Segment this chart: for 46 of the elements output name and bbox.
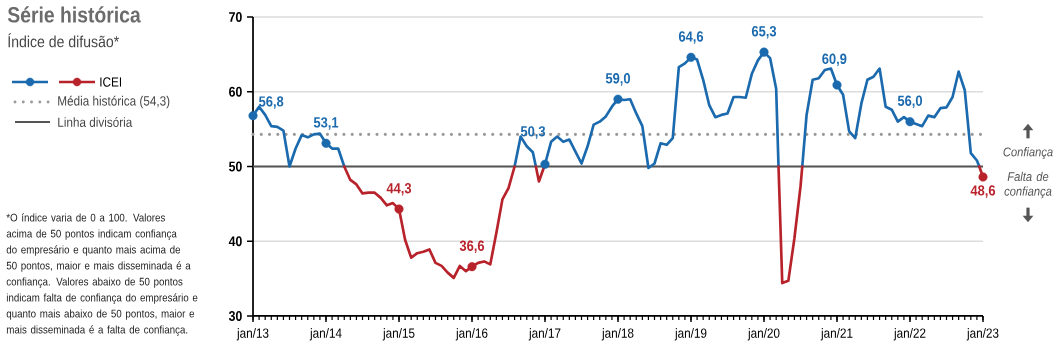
data-label: 44,3 [386, 183, 412, 196]
y-tick-label: 70 [229, 12, 242, 22]
point [540, 159, 550, 169]
x-tick-label: jan/16 [455, 328, 488, 341]
point [978, 172, 988, 182]
y-tick-label: 30 [228, 311, 242, 321]
point [321, 138, 331, 148]
y-tick-label: 40 [228, 236, 242, 247]
point [467, 262, 477, 272]
data-label: 64,6 [678, 31, 704, 44]
x-tick-label: jan/20 [747, 328, 780, 341]
data-label: 65,3 [751, 26, 777, 39]
data-label: 60,9 [822, 53, 847, 67]
text: Falta de confiança [1004, 171, 1052, 199]
point [759, 47, 769, 57]
point [248, 111, 258, 121]
point [394, 204, 404, 214]
point [832, 80, 842, 90]
x-tick-label: jan/22 [893, 328, 926, 341]
text: *O índice varia de 0 a 100. Valores acima de 50 pontos indicam confiança do empresário e quanto mais acima de 50 pontos, maior e mais disseminada é a confiança. Valores abaixo de 50 pontos indicam falta de confiança do empresário e quanto mais abaixo de 50 pontos, maior e mais disseminada é a falta de confiança. [6, 213, 198, 336]
x-tick-label: jan/21 [820, 328, 853, 341]
data-label: 48,6 [970, 185, 996, 198]
legend-label: Média histórica (54,3) [58, 95, 170, 109]
data-label: 56,8 [259, 96, 284, 109]
data-label: 50,3 [520, 126, 546, 139]
data-label: 59,0 [605, 73, 631, 86]
x-tick-label: jan/19 [674, 328, 707, 341]
data-label: 36,6 [459, 240, 485, 254]
x-tick-label: jan/14 [309, 328, 342, 341]
y-tick-label: 60 [229, 86, 242, 97]
x-tick-label: jan/13 [236, 328, 269, 341]
point [905, 117, 915, 127]
x-tick-label: jan/23 [966, 328, 999, 341]
data-label: 53,1 [313, 117, 339, 130]
x-tick-label: jan/17 [528, 328, 561, 341]
text: Índice de difusão* [8, 33, 119, 48]
x-tick-label: jan/15 [382, 328, 415, 341]
point [613, 94, 623, 104]
point [686, 52, 696, 62]
text: Confiança [1003, 147, 1053, 159]
y-tick-label: 50 [228, 161, 242, 172]
data-label: 56,0 [897, 95, 923, 109]
x-tick-label: jan/18 [601, 328, 634, 341]
legend-label: Linha divisória [58, 117, 133, 127]
text: Série histórica [7, 6, 141, 23]
legend-label: ICEI [100, 77, 122, 87]
